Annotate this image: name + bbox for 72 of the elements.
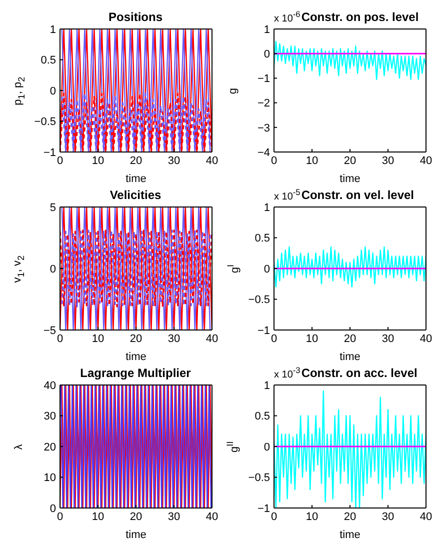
x-tick-label: 10: [92, 332, 104, 345]
chart-title: Velicities: [108, 188, 162, 202]
x-tick-label: 30: [382, 332, 394, 345]
y-tick-label: −5: [43, 324, 56, 337]
y-tick-label: 0: [50, 502, 56, 515]
x-tick-label: 40: [420, 510, 432, 523]
x-tick-label: 20: [130, 510, 142, 523]
y-axis-title: λ: [13, 444, 25, 450]
y-tick-label: 0.5: [254, 232, 270, 245]
y-tick-label: −0.5: [248, 472, 270, 484]
x-axis-title: time: [126, 351, 146, 363]
x-tick-label: 30: [382, 510, 394, 523]
y-tick-label: 20: [44, 441, 56, 454]
x-tick-label: 30: [168, 154, 180, 167]
x-tick-label: 40: [206, 332, 218, 345]
x-tick-label: 10: [92, 510, 104, 523]
x-tick-label: 40: [206, 510, 218, 523]
text: x 10$^{-5}$: [274, 186, 300, 202]
text: x 10$^{-3}$: [274, 364, 300, 380]
x-tick-label: 10: [306, 154, 318, 167]
y-tick-label: 0.5: [40, 54, 56, 67]
x-tick-label: 20: [344, 510, 356, 523]
y-tick-label: 1: [264, 24, 270, 36]
line-series: [274, 40, 426, 80]
x-axis-title: time: [340, 351, 360, 363]
y-tick-label: 0: [50, 263, 56, 276]
y-tick-label: −4: [257, 146, 270, 159]
chart-title: Constr. on vel. level: [301, 188, 416, 202]
y-axis-title: g: [227, 88, 239, 94]
y-tick-label: −1: [257, 502, 270, 515]
x-tick-label: 20: [344, 154, 356, 167]
chart-title: Constr. on acc. level: [301, 366, 418, 380]
y-tick-label: −1: [257, 73, 270, 86]
y-tick-label: 30: [44, 410, 56, 423]
x-axis-title: time: [340, 173, 360, 185]
x-tick-label: 10: [92, 154, 104, 167]
x-tick-label: 20: [130, 154, 142, 167]
x-tick-label: 20: [130, 332, 142, 345]
y-tick-label: 5: [50, 202, 56, 214]
y-tick-label: −2: [257, 98, 270, 110]
y-tick-label: 1: [50, 24, 56, 36]
text: x 10$^{-6}$: [274, 8, 300, 24]
y-tick-label: 0: [264, 441, 270, 454]
x-axis-title: time: [126, 529, 146, 541]
y-tick-label: −1: [43, 146, 56, 159]
y-tick-label: 40: [44, 380, 56, 392]
y-tick-label: −1: [257, 324, 270, 337]
x-tick-label: 10: [306, 510, 318, 523]
y-tick-label: 0: [264, 263, 270, 276]
y-tick-label: 0: [264, 48, 270, 61]
y-tick-label: −0.5: [34, 116, 56, 128]
x-axis-title: time: [340, 529, 360, 541]
y-tick-label: −3: [257, 122, 270, 134]
chart-title: Positions: [107, 10, 164, 24]
x-tick-label: 40: [420, 332, 432, 345]
y-tick-label: 1: [264, 380, 270, 392]
y-tick-label: 0.5: [254, 410, 270, 423]
y-tick-label: 0: [50, 85, 56, 98]
x-tick-label: 30: [382, 154, 394, 167]
x-tick-label: 10: [306, 332, 318, 345]
y-tick-label: 10: [44, 472, 56, 484]
x-axis-title: time: [126, 173, 146, 185]
y-tick-label: 1: [264, 202, 270, 214]
x-tick-label: 30: [168, 510, 180, 523]
x-tick-label: 40: [206, 154, 218, 167]
y-tick-label: −0.5: [248, 294, 270, 306]
chart-title: Constr. on pos. level: [301, 10, 420, 24]
x-tick-label: 40: [420, 154, 432, 167]
x-tick-label: 20: [344, 332, 356, 345]
chart-title: Lagrange Multiplier: [79, 366, 192, 380]
x-tick-label: 30: [168, 332, 180, 345]
line-series: [274, 246, 426, 288]
